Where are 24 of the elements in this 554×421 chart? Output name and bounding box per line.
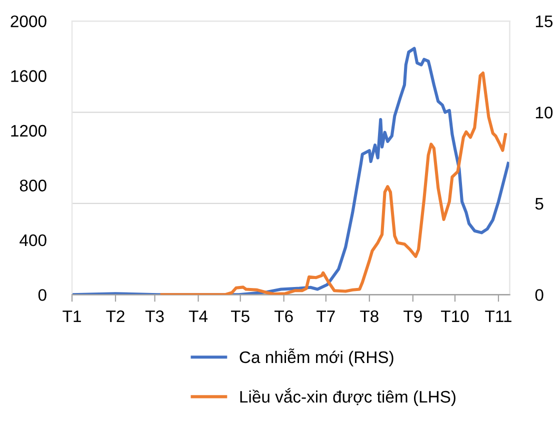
x-tick-label: T9 [404,310,422,322]
x-tick-label: T5 [231,310,250,322]
legend-label: Liều vắc-xin được tiêm (LHS) [240,388,456,406]
x-tick-label: T6 [274,310,293,322]
x-tick-label: T7 [316,310,335,322]
y-tick-label: 1600 [11,70,46,82]
y-tick-label: 1200 [11,124,46,137]
line-series [160,72,507,295]
y2-tick-label: 10 [536,106,553,118]
y2-tick-label: 0 [535,289,544,301]
x-tick-label: T3 [145,310,164,322]
y-tick-label: 2000 [10,15,46,28]
x-tick-label: T4 [188,310,208,322]
y2-tick-label: 15 [536,16,553,28]
x-tick-label: T1 [62,310,81,322]
x-tick-label: T8 [360,310,378,322]
x-tick-label: T11 [485,310,512,322]
y2-tick-label: 5 [535,198,544,210]
legend-label: Ca nhiễm mới (RHS) [240,348,394,366]
y-tick-label: 0 [38,289,46,301]
x-tick-label: T2 [106,310,124,322]
y-tick-label: 800 [20,180,46,192]
y-tick-label: 400 [20,234,46,246]
x-tick-label: T10 [440,310,469,322]
